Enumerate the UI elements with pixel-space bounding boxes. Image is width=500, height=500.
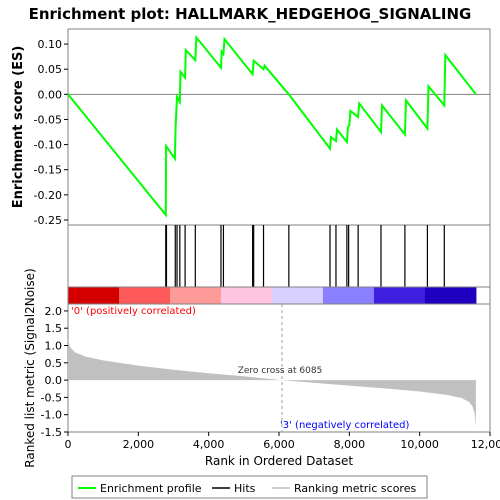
x-tick-label: 4,000 — [193, 438, 225, 451]
rank-color-bar — [67, 286, 491, 305]
es-y-tick-label: -0.10 — [34, 139, 62, 152]
legend-ranking-label: Ranking metric scores — [294, 482, 416, 495]
x-axis-label: Rank in Ordered Dataset — [205, 454, 353, 468]
es-panel: -0.25 -0.20 -0.15 -0.10 -0.05 0.00 0.05 0.10 En… — [11, 28, 491, 227]
color-bar-segment — [68, 287, 120, 304]
x-tick-label: 8,000 — [334, 438, 366, 451]
rank-panel: -1.5 -1.0 -0.5 0.0 0.5 1.0 1.5 2.0 Zero cross a… — [23, 268, 491, 468]
x-axis: 0 2,000 4,000 6,000 8,000 10,000 12,000 — [65, 432, 500, 451]
x-tick-label: 12,000 — [471, 438, 500, 451]
legend-hits-label: Hits — [234, 482, 256, 495]
rank-y-tick-label: -0.5 — [41, 391, 62, 404]
hits-panel — [67, 224, 491, 288]
rank-y-tick-label: 0.0 — [45, 374, 63, 387]
es-y-tick-label: -0.15 — [34, 164, 62, 177]
color-bar-segment — [271, 287, 324, 304]
es-y-tick-label: 0.00 — [38, 88, 63, 101]
rank-y-tick-label: 0.5 — [45, 357, 63, 370]
legend: Enrichment profile Hits Ranking metric s… — [71, 475, 428, 499]
negative-label: '3' (negatively correlated) — [280, 420, 409, 431]
color-bar-segment — [322, 287, 375, 304]
ranking-metric-area — [68, 338, 476, 427]
rank-y-tick-label: 2.0 — [45, 305, 63, 318]
es-y-tick-label: 0.05 — [38, 63, 63, 76]
color-bar-segment — [169, 287, 222, 304]
rank-y-axis-label: Ranked list metric (Signal2Noise) — [23, 268, 37, 467]
x-tick-label: 6,000 — [263, 438, 295, 451]
color-bar-segment — [373, 287, 426, 304]
color-bar-segment — [424, 287, 477, 304]
color-bar-segment — [220, 287, 273, 304]
rank-y-tick-label: -1.5 — [41, 426, 62, 439]
es-y-tick-label: -0.05 — [34, 113, 62, 126]
legend-enrichment-label: Enrichment profile — [100, 482, 202, 495]
x-tick-label: 2,000 — [123, 438, 155, 451]
enrichment-profile-line — [67, 34, 477, 218]
rank-y-tick-label: 1.0 — [45, 340, 63, 353]
color-bar-segment — [118, 287, 171, 304]
rank-y-tick-label: -1.0 — [41, 409, 62, 422]
es-y-tick-label: -0.25 — [34, 214, 62, 227]
positive-label: '0' (positively correlated) — [71, 306, 196, 317]
chart-title: Enrichment plot: HALLMARK_HEDGEHOG_SIGNA… — [29, 5, 472, 23]
x-tick-label: 0 — [65, 438, 72, 451]
es-y-axis-label: Enrichment score (ES) — [11, 46, 26, 209]
rank-y-tick-label: 1.5 — [45, 322, 63, 335]
x-tick-label: 10,000 — [400, 438, 439, 451]
zero-cross-label: Zero cross at 6085 — [238, 366, 323, 376]
es-y-tick-label: -0.20 — [34, 189, 62, 202]
es-y-tick-label: 0.10 — [38, 38, 63, 51]
